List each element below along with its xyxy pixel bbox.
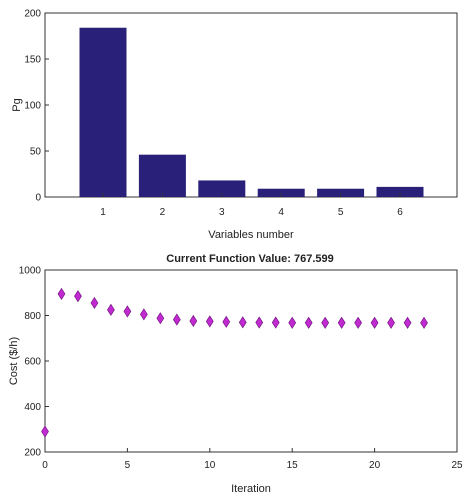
cost-point	[172, 313, 181, 326]
cost-y-tick-label: 600	[24, 357, 41, 368]
cost-point	[238, 316, 247, 329]
cost-point	[403, 316, 412, 329]
bar-chart: 0 50 100 150 200 1 2 3 4 5 6 Variables number Pg	[11, 9, 458, 241]
bar-y-tick-label: 0	[35, 193, 41, 204]
cost-x-tick-label: 20	[369, 460, 381, 471]
cost-x-ticks: 0 5 10 15 20 25	[42, 448, 463, 471]
bar-5	[317, 188, 365, 197]
cost-x-tick-label: 25	[451, 460, 463, 471]
cost-y-tick-label: 200	[24, 448, 41, 459]
bar-x-tick-label: 4	[278, 207, 284, 218]
cost-y-ticks: 200 400 600 800 1000	[19, 266, 49, 459]
bar-marks	[79, 27, 424, 197]
bar-x-tick-label: 5	[338, 207, 344, 218]
bar-y-tick-label: 100	[24, 101, 41, 112]
bar-x-tick-label: 3	[219, 207, 225, 218]
cost-point	[222, 315, 231, 328]
cost-x-tick-label: 0	[42, 460, 48, 471]
cost-chart: Current Function Value: 767.599 20040060…	[8, 253, 463, 495]
cost-point	[420, 316, 428, 329]
cost-y-axis-label: Cost ($/h)	[8, 337, 20, 385]
cost-point	[321, 316, 330, 329]
bar-x-ticks: 1 2 3 4 5 6	[100, 193, 403, 218]
cost-point	[189, 314, 198, 328]
cost-y-tick-label: 1000	[19, 266, 42, 277]
cost-chart-title: Current Function Value: 767.599	[166, 253, 334, 265]
cost-y-tick-label: 800	[24, 311, 41, 322]
bar-4	[257, 188, 305, 197]
cost-point	[337, 316, 346, 329]
cost-point	[57, 287, 66, 300]
cost-y-tick-label: 400	[24, 402, 41, 413]
bar-1	[79, 27, 127, 197]
bar-x-axis-label: Variables number	[208, 229, 294, 241]
cost-marks	[41, 287, 428, 438]
bar-y-ticks: 0 50 100 150 200	[24, 9, 49, 204]
cost-chart-plot-area	[44, 269, 458, 453]
bar-x-tick-label: 6	[397, 207, 403, 218]
cost-point	[304, 316, 313, 329]
cost-point	[74, 290, 82, 303]
cost-x-tick-label: 15	[287, 460, 299, 471]
cost-point	[288, 316, 297, 329]
bar-y-axis-label: Pg	[11, 98, 23, 111]
bar-x-tick-label: 2	[160, 207, 166, 218]
bar-3	[198, 180, 246, 197]
cost-point	[156, 312, 165, 325]
cost-point	[123, 305, 132, 318]
cost-point	[107, 303, 115, 316]
cost-point	[271, 316, 280, 329]
cost-point	[387, 316, 395, 329]
cost-point	[140, 308, 148, 321]
bar-x-tick-label: 1	[100, 207, 106, 218]
cost-x-tick-label: 5	[125, 460, 131, 471]
cost-point	[370, 316, 379, 329]
cost-point	[205, 315, 214, 328]
cost-point	[255, 316, 264, 329]
cost-point	[90, 296, 99, 310]
cost-point	[41, 425, 49, 438]
cost-x-tick-label: 10	[204, 460, 216, 471]
bar-y-tick-label: 150	[24, 55, 41, 66]
bar-2	[138, 154, 186, 197]
bar-y-tick-label: 200	[24, 9, 41, 20]
bar-6	[376, 186, 424, 197]
bar-y-tick-label: 50	[30, 147, 42, 158]
cost-x-axis-label: Iteration	[231, 483, 271, 495]
cost-point	[354, 316, 362, 329]
